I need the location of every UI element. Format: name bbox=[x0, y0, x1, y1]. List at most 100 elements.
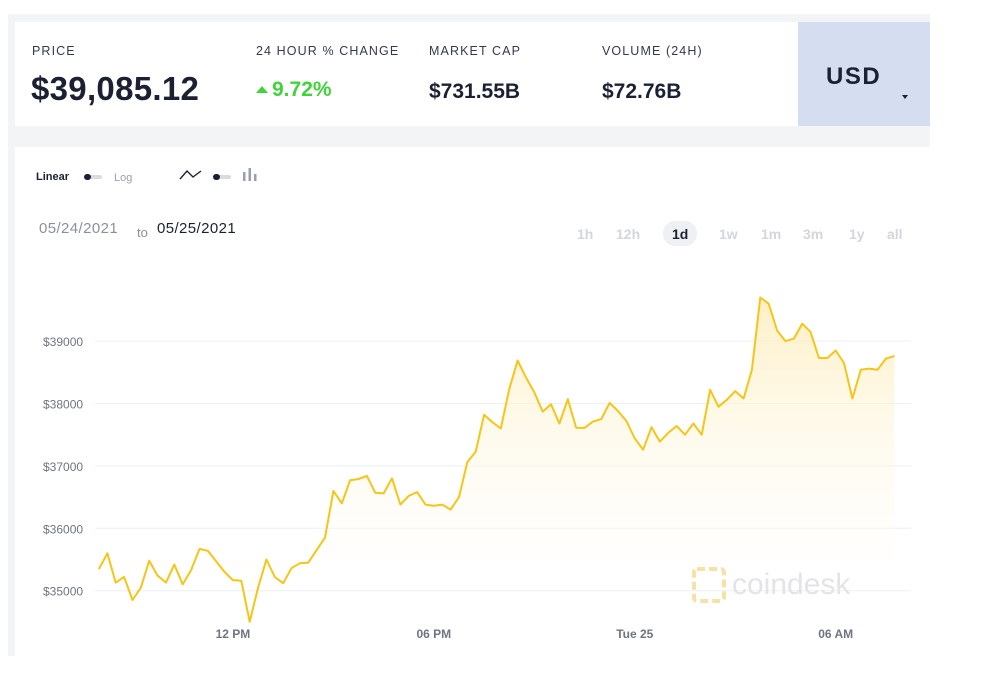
y-tick-label: $39000 bbox=[43, 335, 83, 349]
data-point bbox=[793, 338, 795, 340]
data-point bbox=[843, 362, 845, 364]
data-point bbox=[483, 414, 485, 416]
date-to[interactable]: 05/25/2021 bbox=[157, 220, 237, 237]
log-label[interactable]: Log bbox=[114, 172, 133, 184]
data-point bbox=[667, 432, 669, 434]
data-point bbox=[366, 475, 368, 477]
data-point bbox=[441, 504, 443, 506]
range-active-pill bbox=[663, 221, 697, 246]
data-point bbox=[868, 368, 870, 370]
data-point bbox=[173, 563, 175, 566]
data-point bbox=[801, 323, 803, 325]
stats-bar: PRICE $39,085.12 24 HOUR % CHANGE 9.72% … bbox=[15, 22, 798, 126]
data-point bbox=[592, 421, 594, 423]
data-point bbox=[165, 582, 167, 584]
data-point bbox=[475, 451, 477, 453]
data-point bbox=[642, 449, 644, 451]
data-point bbox=[140, 587, 142, 589]
data-point bbox=[634, 437, 636, 440]
range-button-1y[interactable]: 1y bbox=[849, 226, 865, 242]
data-point bbox=[517, 359, 519, 362]
data-point bbox=[450, 509, 452, 511]
data-point bbox=[893, 355, 895, 357]
data-point bbox=[659, 441, 661, 443]
data-point bbox=[257, 587, 259, 589]
data-point bbox=[307, 562, 309, 564]
data-point bbox=[759, 296, 761, 299]
date-from[interactable]: 05/24/2021 bbox=[39, 220, 119, 237]
data-point bbox=[224, 571, 226, 573]
price-label: PRICE bbox=[32, 44, 76, 58]
y-tick-label: $36000 bbox=[43, 522, 83, 536]
range-button-1w[interactable]: 1w bbox=[719, 226, 738, 242]
data-point bbox=[751, 369, 753, 371]
data-point bbox=[357, 478, 360, 480]
data-point bbox=[625, 420, 628, 422]
range-button-all[interactable]: all bbox=[887, 226, 903, 242]
data-point bbox=[374, 492, 376, 494]
data-point bbox=[115, 582, 117, 584]
x-tick-label: 12 PM bbox=[216, 627, 251, 641]
x-tick-label: 06 PM bbox=[417, 627, 452, 641]
data-point bbox=[399, 504, 401, 506]
scale-toggle[interactable] bbox=[84, 174, 102, 180]
data-point bbox=[299, 562, 301, 564]
range-button-1h[interactable]: 1h bbox=[577, 226, 594, 242]
coindesk-watermark: coindesk bbox=[692, 567, 851, 603]
data-point bbox=[575, 427, 577, 429]
data-point bbox=[776, 329, 778, 332]
data-point bbox=[809, 331, 812, 333]
data-point bbox=[542, 411, 544, 413]
data-point bbox=[533, 391, 535, 393]
data-point bbox=[433, 505, 435, 507]
range-button-12h[interactable]: 12h bbox=[616, 226, 641, 242]
data-point bbox=[650, 426, 653, 428]
market-cap-value: $731.55B bbox=[429, 80, 521, 103]
data-point bbox=[282, 582, 284, 584]
y-tick-label: $37000 bbox=[43, 460, 83, 474]
data-point bbox=[106, 552, 108, 554]
chart-type-toggle[interactable] bbox=[213, 174, 231, 180]
data-point bbox=[232, 579, 234, 581]
data-point bbox=[692, 422, 695, 425]
line-chart-icon[interactable] bbox=[178, 166, 204, 184]
currency-dropdown[interactable]: USD bbox=[798, 22, 930, 126]
data-point bbox=[466, 461, 468, 463]
data-point bbox=[182, 583, 184, 586]
data-point bbox=[676, 425, 678, 427]
data-point bbox=[131, 599, 134, 601]
range-button-1m[interactable]: 1m bbox=[761, 226, 782, 242]
data-point bbox=[157, 575, 159, 577]
data-point bbox=[424, 504, 427, 506]
data-point bbox=[717, 406, 720, 408]
data-point bbox=[684, 434, 686, 436]
data-point bbox=[500, 427, 502, 430]
data-point bbox=[391, 477, 393, 479]
x-tick-label: 06 AM bbox=[818, 627, 853, 641]
data-point bbox=[851, 397, 854, 400]
linear-label[interactable]: Linear bbox=[36, 171, 70, 183]
data-point bbox=[508, 388, 510, 390]
data-point bbox=[332, 490, 334, 492]
data-point bbox=[416, 491, 418, 493]
change-value-text: 9.72% bbox=[272, 78, 332, 101]
data-point bbox=[123, 576, 125, 578]
data-point bbox=[408, 495, 410, 497]
data-point bbox=[583, 427, 586, 429]
data-point bbox=[701, 434, 703, 436]
data-point bbox=[525, 376, 527, 378]
volume-value: $72.76B bbox=[602, 80, 682, 103]
bar-chart-icon[interactable] bbox=[242, 166, 260, 184]
range-button-1d[interactable]: 1d bbox=[672, 226, 689, 242]
data-point bbox=[860, 369, 862, 371]
data-point bbox=[240, 580, 242, 582]
data-point bbox=[198, 548, 201, 550]
data-point bbox=[609, 402, 611, 404]
data-point bbox=[558, 422, 561, 425]
y-tick-label: $35000 bbox=[43, 585, 83, 599]
data-point bbox=[383, 492, 385, 494]
range-button-3m[interactable]: 3m bbox=[803, 226, 824, 242]
data-point bbox=[491, 421, 493, 423]
data-point bbox=[709, 389, 711, 391]
